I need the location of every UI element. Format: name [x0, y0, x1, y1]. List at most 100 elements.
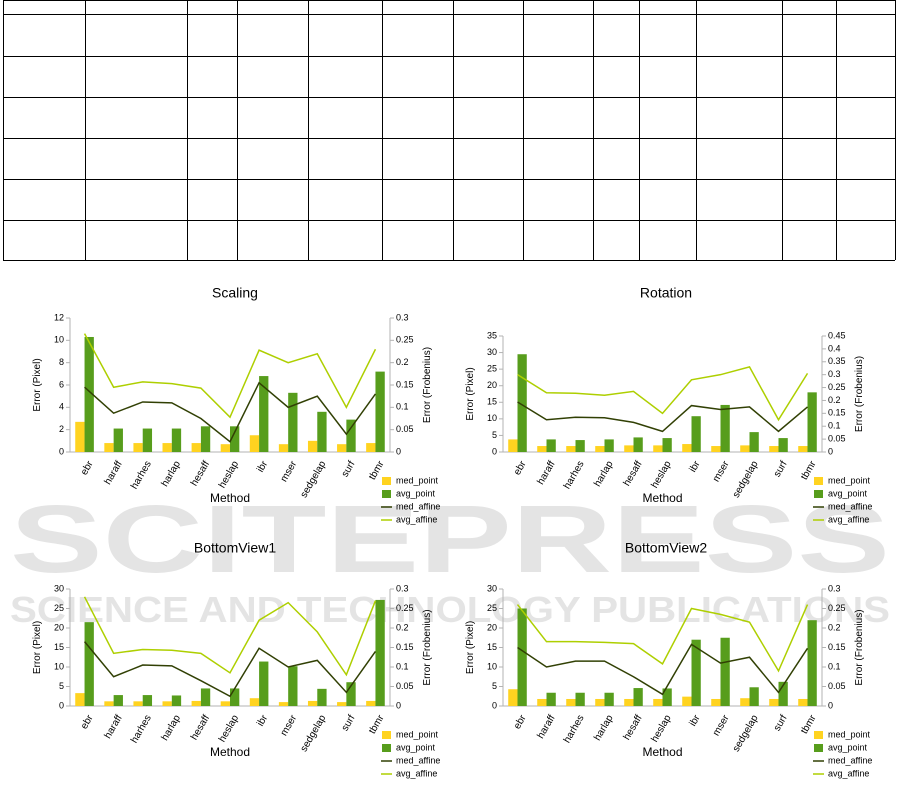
bar — [682, 696, 692, 706]
bar — [604, 439, 614, 452]
bar — [537, 446, 547, 452]
bar — [220, 701, 230, 706]
y2-axis-label: Error (Frobenius) — [854, 609, 865, 685]
bar — [230, 688, 240, 706]
x-tick-label: ebr — [512, 713, 529, 732]
x-tick-label: sedgelap — [731, 713, 761, 754]
y2-tick-label: 0.1 — [396, 661, 409, 671]
bar — [575, 692, 585, 706]
legend-label: med_point — [396, 475, 439, 485]
y-tick-label: 35 — [487, 330, 497, 340]
bar — [84, 336, 94, 452]
x-tick-label: ebr — [79, 459, 96, 478]
x-tick-label: hesaff — [189, 459, 212, 488]
bar — [691, 416, 701, 452]
x-tick-label: ebr — [79, 713, 96, 732]
bar — [220, 444, 230, 452]
x-tick-label: heslap — [217, 713, 241, 744]
x-tick-label: harlap — [160, 459, 184, 489]
bar — [249, 698, 260, 706]
legend-label: med_point — [828, 475, 871, 485]
y-tick-label: 15 — [54, 642, 64, 652]
bar — [162, 443, 172, 452]
chart-title: Rotation — [640, 285, 692, 301]
bar — [249, 435, 260, 452]
bar — [317, 688, 327, 706]
y2-tick-label: 0.3 — [828, 369, 841, 379]
bar — [807, 620, 817, 706]
y-tick-label: 0 — [492, 700, 497, 710]
legend-label: avg_affine — [828, 514, 869, 524]
line-series — [84, 381, 377, 443]
bar — [633, 437, 643, 452]
bar — [653, 698, 663, 706]
bar — [75, 421, 85, 452]
bar — [278, 702, 289, 706]
bar — [142, 695, 153, 706]
y-tick-label: 25 — [54, 603, 64, 613]
bar — [346, 419, 356, 452]
x-tick-label: mser — [279, 459, 300, 484]
bar — [191, 443, 201, 452]
bar — [662, 438, 672, 452]
bar — [720, 404, 730, 452]
x-tick-label: hesaff — [189, 713, 212, 742]
x-axis-label: Method — [210, 491, 250, 505]
legend-swatch — [814, 731, 823, 739]
bar — [566, 698, 576, 706]
bar — [624, 698, 634, 706]
x-tick-label: sedgelap — [299, 713, 329, 754]
legend-swatch — [814, 477, 823, 485]
line-series — [516, 604, 809, 673]
bar — [375, 371, 385, 452]
bar — [691, 639, 701, 706]
x-tick-label: hesaff — [622, 459, 645, 488]
bar — [366, 443, 376, 452]
bar — [595, 446, 605, 452]
y-tick-label: 12 — [54, 312, 64, 322]
watermark-title: SCITEPRESS — [10, 486, 890, 593]
y2-tick-label: 0.25 — [396, 335, 414, 345]
x-tick-label: surf — [340, 713, 358, 733]
bar — [633, 688, 643, 706]
bar — [278, 444, 289, 452]
y-tick-label: 0 — [59, 446, 64, 456]
bar — [769, 698, 779, 706]
bar — [259, 661, 269, 706]
y-tick-label: 25 — [487, 603, 497, 613]
x-tick-label: harhes — [562, 713, 587, 745]
x-tick-label: mser — [711, 459, 732, 484]
y2-tick-label: 0.35 — [828, 356, 846, 366]
bar — [366, 700, 376, 706]
y2-tick-label: 0.15 — [396, 642, 414, 652]
chart: Rotation 0 5 10 15 20 25 30 35 0 0.05 0.1 0.15 0.2 0.2… — [465, 285, 872, 525]
bar — [307, 440, 318, 452]
bar — [337, 702, 347, 706]
y2-tick-label: 0.15 — [396, 379, 414, 389]
bar — [104, 701, 114, 706]
bar — [807, 392, 817, 452]
legend-swatch — [382, 490, 391, 498]
legend-label: avg_affine — [828, 768, 869, 778]
y-axis-label: Error (Pixel) — [32, 358, 43, 411]
bar — [517, 354, 527, 452]
x-tick-label: harlap — [592, 713, 616, 743]
y2-tick-label: 0.4 — [828, 343, 841, 353]
y2-tick-label: 0.2 — [828, 395, 841, 405]
legend-label: med_affine — [828, 755, 872, 765]
bar — [749, 687, 759, 706]
x-tick-label: harhes — [129, 713, 154, 745]
y2-tick-label: 0.1 — [396, 402, 409, 412]
bar — [142, 428, 153, 452]
legend-swatch — [814, 744, 823, 752]
y2-tick-label: 0.1 — [828, 421, 841, 431]
y2-tick-label: 0.05 — [828, 433, 846, 443]
bar — [84, 622, 94, 706]
y-tick-label: 20 — [54, 622, 64, 632]
x-tick-label: surf — [772, 713, 790, 733]
bar — [307, 700, 318, 706]
y-tick-label: 30 — [487, 347, 497, 357]
bar — [662, 688, 672, 706]
y-tick-label: 4 — [59, 402, 64, 412]
